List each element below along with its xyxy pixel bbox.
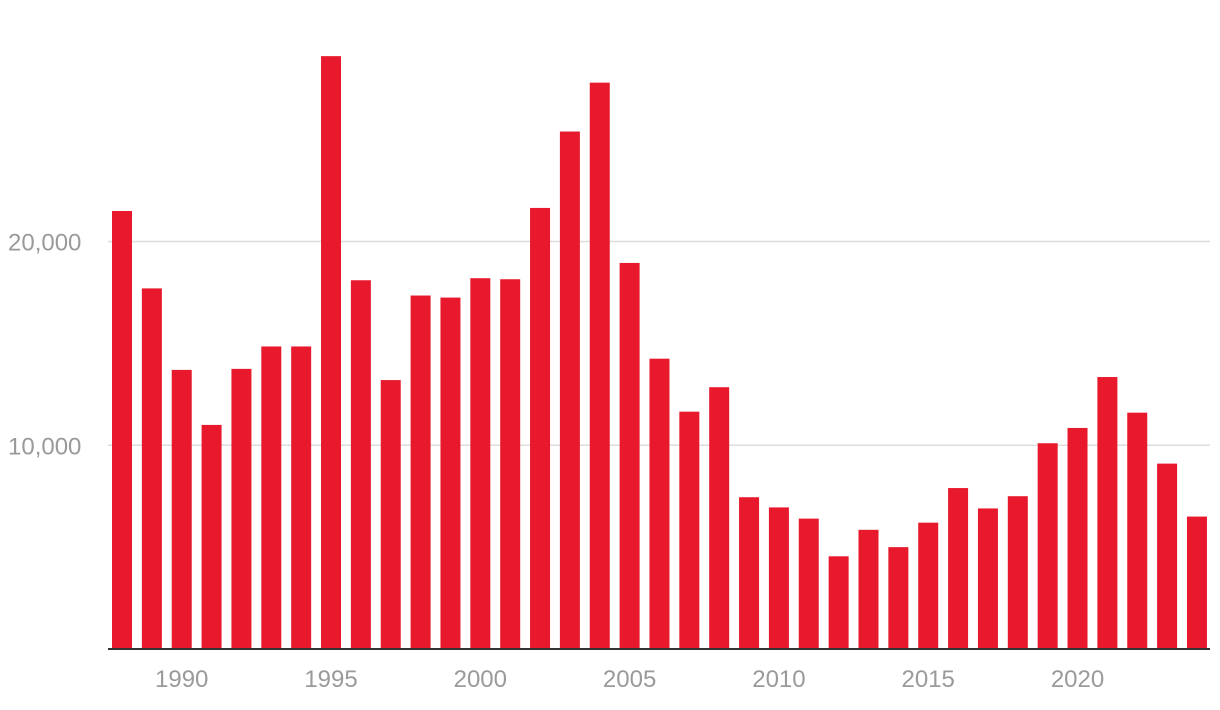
x-tick-label: 2020: [1051, 666, 1104, 693]
x-tick-label: 2015: [902, 666, 955, 693]
x-tick-label: 2000: [454, 666, 507, 693]
bar-2024: [1186, 516, 1207, 649]
bar-2014: [888, 547, 909, 649]
bar-1991: [201, 424, 222, 649]
bar-2012: [828, 556, 849, 649]
bar-2011: [798, 518, 819, 649]
y-tick-label: 10,000: [8, 433, 81, 460]
bar-2005: [619, 262, 640, 649]
bar-2015: [918, 522, 939, 649]
bar-2020: [1067, 427, 1088, 649]
bar-2000: [470, 278, 491, 649]
bar-2001: [500, 279, 521, 649]
bar-2007: [679, 411, 700, 649]
bar-1993: [261, 346, 282, 649]
bar-1994: [291, 346, 312, 649]
bar-1988: [112, 210, 132, 650]
bar-2023: [1157, 463, 1178, 649]
x-tick-labels: 1990 1995 2000 2005 2010 2015 2020: [155, 666, 1104, 693]
bar-1998: [410, 295, 431, 649]
x-tick-label: 2010: [752, 666, 805, 693]
bar-2003: [559, 131, 580, 649]
y-tick-labels: 10,000 20,000: [8, 230, 81, 461]
bar-2019: [1037, 443, 1058, 649]
bar-1989: [141, 288, 162, 649]
x-tick-label: 1990: [155, 666, 208, 693]
bar-1990: [171, 369, 192, 649]
bar-2010: [768, 507, 789, 649]
x-tick-label: 2005: [603, 666, 656, 693]
bar-1992: [231, 368, 252, 649]
bar-2002: [530, 207, 551, 649]
bar-1997: [380, 380, 401, 649]
bar-2021: [1097, 377, 1118, 649]
bar-2008: [709, 387, 730, 649]
bar-1995: [321, 56, 342, 649]
bar-2022: [1127, 412, 1148, 649]
x-tick-label: 1995: [304, 666, 357, 693]
bar-1999: [440, 297, 461, 649]
bar-2004: [589, 82, 610, 649]
bar-2006: [649, 358, 670, 649]
bar-2018: [1007, 496, 1028, 649]
bars: [112, 56, 1207, 650]
y-tick-label: 20,000: [8, 230, 81, 257]
bar-1996: [350, 280, 371, 649]
bar-2016: [948, 488, 969, 649]
bar-2009: [739, 497, 760, 649]
bar-2017: [977, 508, 998, 649]
bar-2013: [858, 529, 879, 649]
